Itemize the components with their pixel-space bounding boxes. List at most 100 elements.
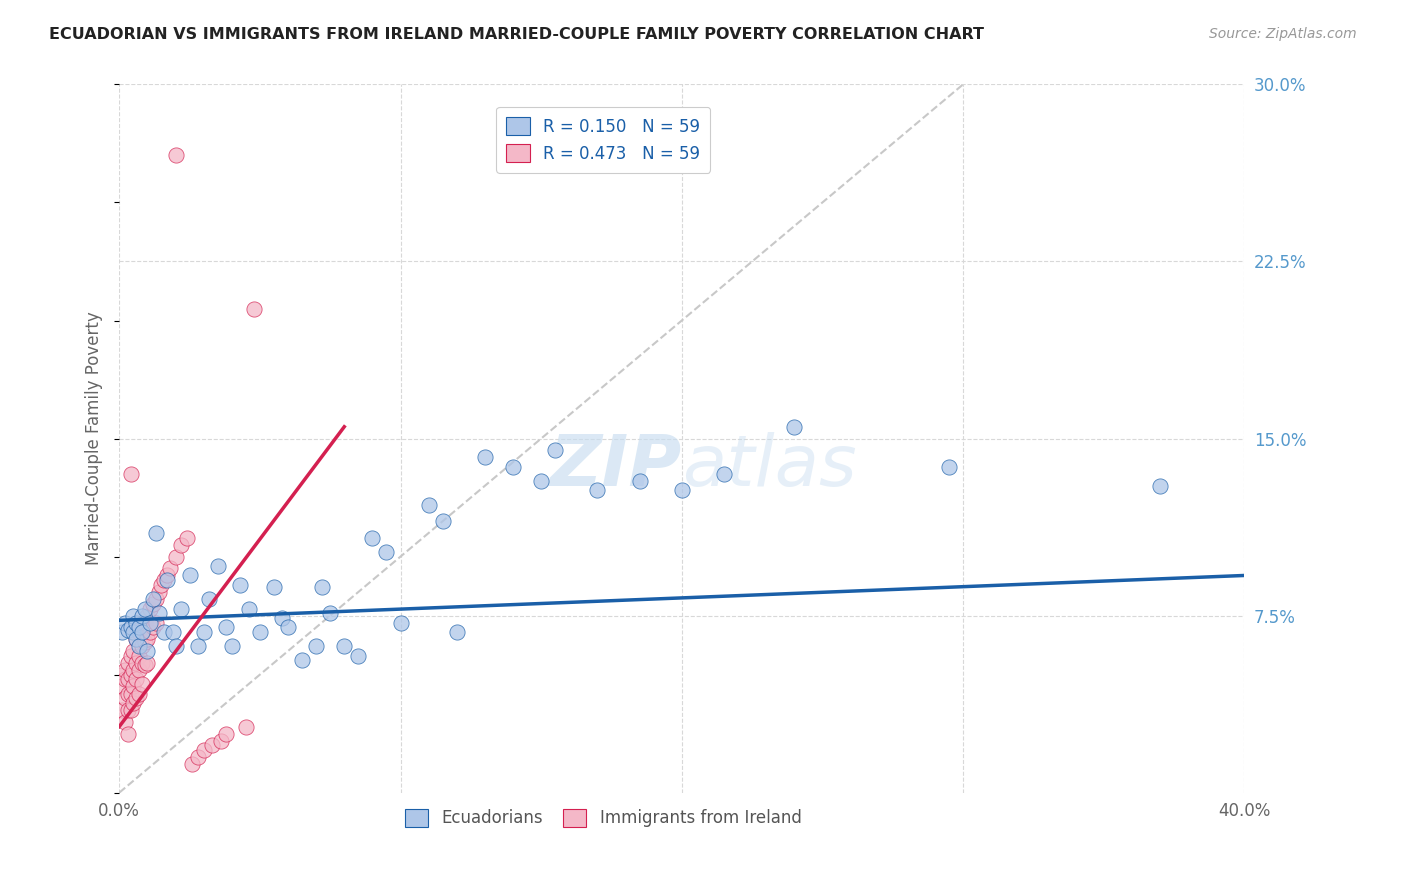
Point [586,483,609,498]
Point [193,625,215,640]
Text: ZIP: ZIP [550,433,682,501]
Point [136,632,159,647]
Point [165,148,187,162]
Point [333,640,356,654]
Point [134,634,156,648]
Point [150,578,173,592]
Point [114,673,136,687]
Point [120,467,142,481]
Point [311,580,333,594]
Point [170,538,193,552]
Point [207,559,229,574]
Point [131,608,153,623]
Point [125,673,148,687]
Point [389,615,412,630]
Point [125,691,148,706]
Point [128,648,150,663]
Point [319,606,342,620]
Legend: Ecuadorians, Immigrants from Ireland: Ecuadorians, Immigrants from Ireland [398,802,808,834]
Point [530,474,553,488]
Text: ECUADORIAN VS IMMIGRANTS FROM IRELAND MARRIED-COUPLE FAMILY POVERTY CORRELATION : ECUADORIAN VS IMMIGRANTS FROM IRELAND MA… [49,27,984,42]
Point [134,615,156,630]
Point [125,632,148,647]
Point [114,615,136,630]
Point [446,625,468,640]
Point [131,620,153,634]
Point [120,686,142,700]
Point [117,656,139,670]
Point [125,656,148,670]
Point [114,691,136,706]
Point [139,625,162,640]
Point [156,568,179,582]
Point [783,419,806,434]
Point [111,680,134,694]
Point [277,620,299,634]
Point [128,620,150,634]
Point [249,625,271,640]
Point [139,601,162,615]
Y-axis label: Married-Couple Family Poverty: Married-Couple Family Poverty [86,311,103,566]
Point [176,531,198,545]
Point [122,608,145,623]
Point [128,640,150,654]
Point [179,568,201,582]
Point [117,703,139,717]
Point [938,459,960,474]
Point [111,625,134,640]
Point [131,677,153,691]
Point [187,640,209,654]
Text: atlas: atlas [682,433,856,501]
Point [159,561,181,575]
Point [418,498,440,512]
Point [120,620,142,634]
Point [291,653,314,667]
Point [128,686,150,700]
Point [243,301,266,316]
Point [142,592,165,607]
Point [263,580,285,594]
Point [125,615,148,630]
Point [114,663,136,677]
Point [122,663,145,677]
Point [165,640,187,654]
Point [114,714,136,729]
Point [238,601,260,615]
Point [134,601,156,615]
Point [120,667,142,681]
Point [136,608,159,623]
Point [193,743,215,757]
Point [170,601,193,615]
Point [156,573,179,587]
Point [502,459,524,474]
Point [117,686,139,700]
Point [215,726,238,740]
Point [671,483,693,498]
Point [165,549,187,564]
Point [181,757,204,772]
Point [628,474,651,488]
Point [120,648,142,663]
Point [122,680,145,694]
Point [122,696,145,710]
Point [131,656,153,670]
Point [305,640,328,654]
Point [209,733,232,747]
Point [148,585,170,599]
Point [128,663,150,677]
Point [120,703,142,717]
Point [229,578,252,592]
Point [215,620,238,634]
Point [474,450,496,465]
Point [136,656,159,670]
Point [134,658,156,673]
Point [131,625,153,640]
Point [122,644,145,658]
Point [142,620,165,634]
Point [131,640,153,654]
Point [1149,479,1171,493]
Point [111,667,134,681]
Point [201,739,224,753]
Point [136,644,159,658]
Point [271,611,294,625]
